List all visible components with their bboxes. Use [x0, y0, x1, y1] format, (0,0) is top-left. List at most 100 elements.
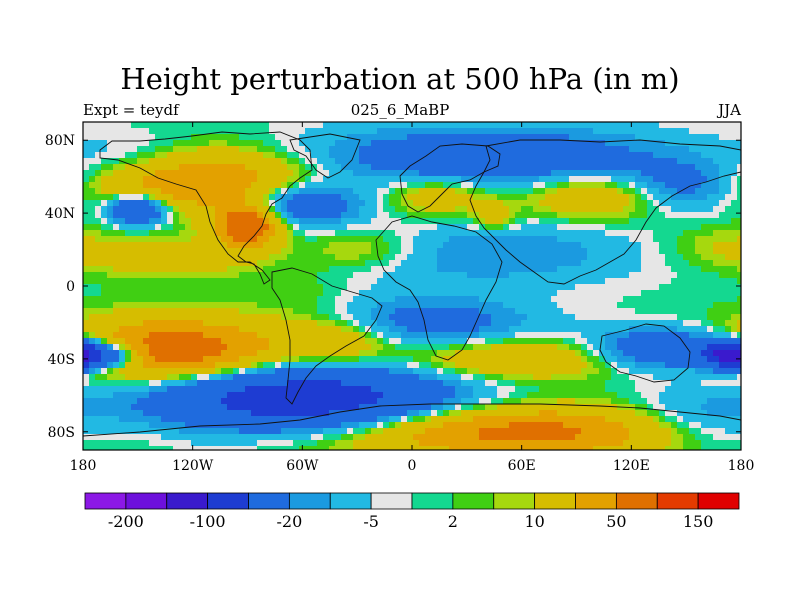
heat-cell — [443, 212, 450, 219]
heat-cell — [155, 152, 162, 159]
heat-cell — [503, 212, 510, 219]
heat-cell — [635, 152, 642, 159]
heat-cell — [581, 212, 588, 219]
heat-cell — [155, 122, 162, 129]
heat-cell — [449, 140, 456, 147]
heat-cell — [239, 188, 246, 195]
heat-cell — [731, 128, 738, 135]
heat-cell — [191, 260, 198, 267]
heat-cell — [149, 242, 156, 249]
heat-cell — [263, 266, 270, 273]
heat-cell — [383, 374, 390, 381]
heat-cell — [419, 356, 426, 363]
heat-cell — [335, 206, 342, 213]
heat-cell — [677, 374, 684, 381]
heat-cell — [125, 326, 132, 333]
heat-cell — [599, 356, 606, 363]
heat-cell — [95, 212, 102, 219]
heat-cell — [581, 248, 588, 255]
heat-cell — [113, 314, 120, 321]
heat-cell — [245, 200, 252, 207]
heat-cell — [143, 392, 150, 399]
heat-cell — [269, 230, 276, 237]
heat-cell — [383, 284, 390, 291]
heat-cell — [713, 386, 720, 393]
heat-cell — [737, 206, 741, 213]
heat-cell — [425, 182, 432, 189]
heat-cell — [707, 218, 714, 225]
heat-cell — [221, 386, 228, 393]
heat-cell — [125, 140, 132, 147]
heat-cell — [671, 302, 678, 309]
heat-cell — [215, 272, 222, 279]
heat-cell — [635, 242, 642, 249]
heat-cell — [299, 236, 306, 243]
heat-cell — [353, 188, 360, 195]
heat-cell — [221, 200, 228, 207]
heat-cell — [599, 338, 606, 345]
heat-cell — [323, 122, 330, 129]
heat-cell — [107, 332, 114, 339]
heat-cell — [275, 146, 282, 153]
heat-cell — [275, 122, 282, 129]
heat-cell — [509, 308, 516, 315]
heat-cell — [251, 272, 258, 279]
heat-cell — [353, 212, 360, 219]
heat-cell — [467, 380, 474, 387]
heat-cell — [665, 224, 672, 231]
heat-cell — [725, 368, 732, 375]
heat-cell — [719, 212, 726, 219]
heat-cell — [389, 284, 396, 291]
heat-cell — [671, 344, 678, 351]
heat-cell — [95, 236, 102, 243]
heat-cell — [317, 326, 324, 333]
heat-cell — [137, 254, 144, 261]
heat-cell — [305, 386, 312, 393]
heat-cell — [647, 254, 654, 261]
heat-cell — [689, 356, 696, 363]
heat-cell — [551, 290, 558, 297]
heat-cell — [83, 272, 90, 279]
heat-cell — [137, 308, 144, 315]
heat-cell — [347, 182, 354, 189]
heat-cell — [131, 320, 138, 327]
heat-cell — [347, 224, 354, 231]
heat-cell — [329, 392, 336, 399]
heat-cell — [611, 278, 618, 285]
heat-cell — [149, 248, 156, 255]
heat-cell — [167, 386, 174, 393]
heat-cell — [701, 284, 708, 291]
heat-cell — [671, 266, 678, 273]
heat-cell — [209, 194, 216, 201]
heat-cell — [605, 338, 612, 345]
heat-cell — [689, 200, 696, 207]
heat-cell — [335, 338, 342, 345]
heat-cell — [575, 170, 582, 177]
heat-cell — [623, 194, 630, 201]
heat-cell — [185, 194, 192, 201]
heat-cell — [227, 380, 234, 387]
heat-cell — [263, 362, 270, 369]
heat-cell — [107, 122, 114, 129]
heat-cell — [629, 290, 636, 297]
heat-cell — [383, 200, 390, 207]
heat-cell — [701, 194, 708, 201]
heat-cell — [185, 320, 192, 327]
heat-cell — [623, 200, 630, 207]
heat-cell — [527, 218, 534, 225]
heat-cell — [533, 368, 540, 375]
heat-cell — [299, 374, 306, 381]
heat-cell — [371, 182, 378, 189]
heat-cell — [461, 308, 468, 315]
heat-cell — [221, 248, 228, 255]
heat-cell — [359, 356, 366, 363]
heat-cell — [737, 314, 741, 321]
heat-cell — [275, 158, 282, 165]
heat-cell — [587, 212, 594, 219]
heat-cell — [263, 308, 270, 315]
heat-cell — [413, 230, 420, 237]
heat-cell — [377, 278, 384, 285]
heat-cell — [233, 320, 240, 327]
heat-cell — [179, 128, 186, 135]
heat-cell — [173, 242, 180, 249]
